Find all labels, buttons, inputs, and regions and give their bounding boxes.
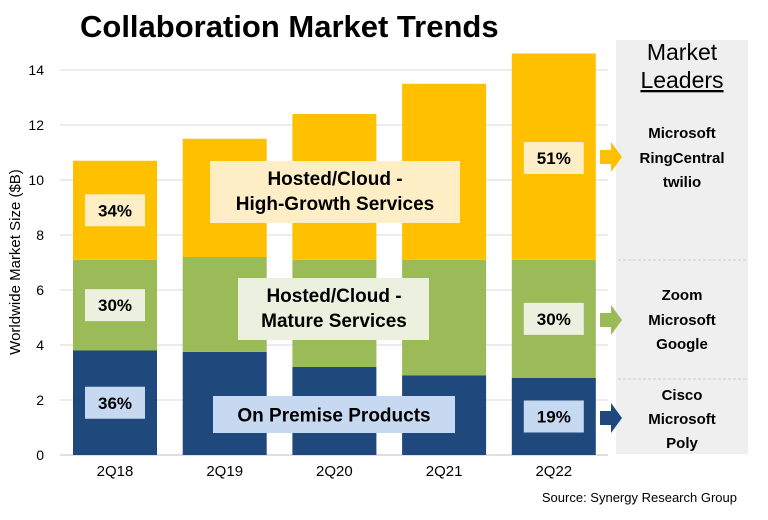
- y-tick-label: 12: [28, 117, 44, 133]
- y-tick-label: 6: [36, 282, 44, 298]
- leader-name: RingCentral: [639, 150, 724, 167]
- source-note: Source: Synergy Research Group: [542, 490, 737, 505]
- arrow-icon: [600, 305, 622, 335]
- leader-name: twilio: [663, 174, 701, 191]
- arrow-icon: [600, 142, 622, 172]
- share-label: 51%: [537, 149, 571, 168]
- leader-name: Microsoft: [648, 312, 716, 329]
- x-tick-label: 2Q19: [206, 463, 243, 480]
- series-label: High-Growth Services: [236, 194, 435, 215]
- x-tick-label: 2Q21: [426, 463, 463, 480]
- share-label-box: [523, 400, 584, 433]
- share-label: 30%: [537, 310, 571, 329]
- share-label-box: [85, 194, 145, 227]
- y-tick-labels: 0 2 4 6 8 10 12 14: [28, 62, 44, 463]
- y-tick-label: 4: [36, 337, 44, 353]
- leader-arrows: [600, 142, 622, 433]
- series-label: Mature Services: [261, 311, 407, 332]
- share-label: 30%: [98, 296, 132, 315]
- leader-name: Zoom: [662, 287, 703, 304]
- leader-name: Poly: [666, 435, 698, 452]
- y-tick-label: 10: [28, 172, 44, 188]
- series-label: On Premise Products: [237, 406, 430, 427]
- y-tick-label: 8: [36, 227, 44, 243]
- share-label-box: [85, 386, 145, 419]
- share-label: 34%: [98, 201, 132, 220]
- chart-title: Collaboration Market Trends: [80, 9, 499, 44]
- series-labels: On Premise Products Hosted/Cloud - Mature …: [210, 161, 460, 433]
- y-tick-label: 2: [36, 392, 44, 408]
- leader-name: Microsoft: [648, 125, 716, 142]
- share-label: 36%: [98, 394, 132, 413]
- leaders-title-line1: Market: [647, 39, 718, 65]
- x-tick-label: 2Q22: [535, 463, 572, 480]
- y-tick-label: 0: [36, 447, 44, 463]
- bars: [73, 53, 596, 455]
- share-label: 19%: [537, 408, 571, 427]
- leaders-title-line2: Leaders: [640, 67, 723, 93]
- y-axis-label: Worldwide Market Size ($B): [7, 169, 24, 355]
- share-labels: 36% 30% 34% 19% 30% 51%: [85, 142, 584, 433]
- series-label-box: [213, 396, 455, 433]
- share-label-box: [523, 142, 584, 174]
- share-label-box: [85, 289, 145, 322]
- y-tick-label: 14: [28, 62, 44, 78]
- leader-name: Cisco: [662, 387, 703, 404]
- x-tick-label: 2Q18: [97, 463, 134, 480]
- arrow-icon: [600, 403, 622, 433]
- series-label: Hosted/Cloud -: [266, 286, 401, 307]
- x-tick-label: 2Q20: [316, 463, 353, 480]
- series-label-box: [210, 161, 460, 223]
- leaders-panel: [616, 40, 748, 454]
- share-label-box: [523, 302, 584, 335]
- leader-name: Google: [656, 336, 708, 353]
- x-tick-labels: 2Q18 2Q19 2Q20 2Q21 2Q22: [97, 463, 573, 480]
- series-label: Hosted/Cloud -: [267, 169, 402, 190]
- leader-name: Microsoft: [648, 411, 716, 428]
- leader-groups: Microsoft RingCentral twilio Zoom Microsoft G…: [639, 125, 724, 452]
- series-label-box: [238, 278, 429, 340]
